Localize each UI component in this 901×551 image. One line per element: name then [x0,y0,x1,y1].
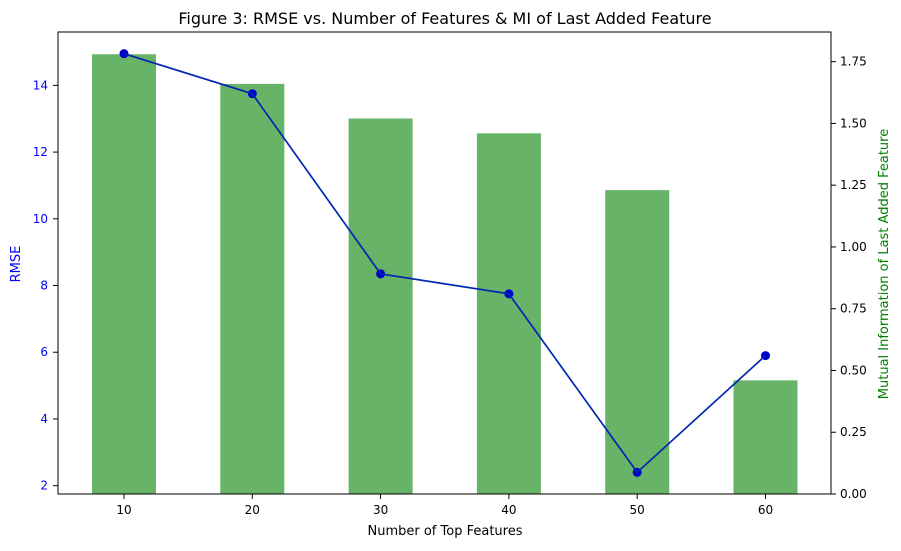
x-tick-label-10: 10 [116,503,131,517]
left-tick-label-2: 2 [40,479,48,493]
plot-frame [57,31,832,495]
right-tick-label-1.75: 1.75 [840,55,867,69]
x-tick-label-20: 20 [245,503,260,517]
chart-title: Figure 3: RMSE vs. Number of Features & … [178,9,711,28]
left-tick-label-6: 6 [40,345,48,359]
left-tick-label-8: 8 [40,279,48,293]
x-tick-label-50: 50 [630,503,645,517]
right-tick-label-1: 1.00 [840,240,867,254]
right-axis-label: Mutual Information of Last Added Feature [877,129,892,399]
right-tick-label-0.5: 0.50 [840,363,867,377]
right-tick-label-0.25: 0.25 [840,425,867,439]
bar-60 [733,380,798,494]
right-tick-label-0.75: 0.75 [840,302,867,316]
line-layer [119,49,770,477]
rmse-line [123,52,767,474]
left-tick-label-14: 14 [33,78,48,92]
bar-50 [605,190,670,494]
bars-layer [92,54,798,495]
x-tick-label-40: 40 [501,503,516,517]
bar-40 [476,133,541,494]
right-tick-label-1.25: 1.25 [840,178,867,192]
left-tick-label-10: 10 [33,212,48,226]
bar-20 [220,83,285,494]
left-axis-label: RMSE [9,246,24,283]
rmse-line-overlay [123,52,767,474]
bar-10 [92,54,156,495]
right-tick-label-1.5: 1.50 [840,116,867,130]
x-axis-label: Number of Top Features [368,524,523,539]
x-tick-label-30: 30 [373,503,388,517]
left-tick-label-4: 4 [40,412,48,426]
axes-layer: 10 20 30 40 50 60 2 4 6 8 10 12 14 0.00 0.25 0.50 0.75 1.… [33,31,867,517]
bar-30 [348,118,413,495]
left-tick-label-12: 12 [33,145,48,159]
x-tick-label-60: 60 [758,503,773,517]
right-tick-label-0: 0.00 [840,487,867,501]
